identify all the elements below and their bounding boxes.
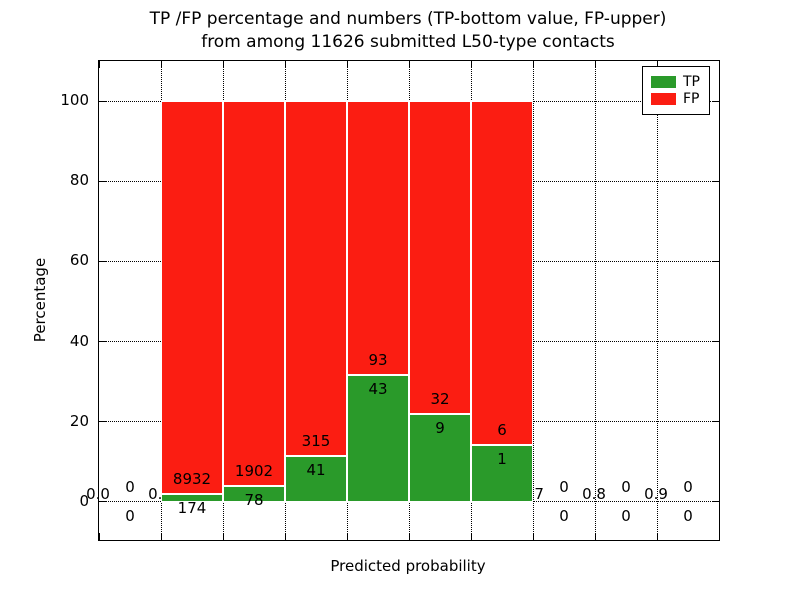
bar-segment-tp bbox=[347, 375, 409, 502]
x-tick-mark bbox=[532, 533, 534, 540]
x-tick-mark-top bbox=[594, 61, 596, 68]
y-tick-mark-right bbox=[712, 260, 719, 262]
grid-line-vertical bbox=[656, 61, 658, 540]
fp-count-label: 0 bbox=[683, 477, 693, 496]
fp-legend-label: FP bbox=[683, 91, 700, 107]
x-tick-mark bbox=[222, 533, 224, 540]
bar-segment-fp bbox=[161, 101, 223, 495]
plot-area: 0 0 8932 174 1902 78 315 41 93 43 32 9 6 1 0 0 0 0 0 0 bbox=[98, 60, 720, 541]
grid-line-vertical bbox=[532, 61, 534, 540]
bar-segment-tp bbox=[471, 444, 533, 502]
x-tick-mark bbox=[408, 533, 410, 540]
y-tick-mark bbox=[99, 341, 106, 343]
tp-count-label: 43 bbox=[368, 380, 388, 399]
bar-segment-tp bbox=[409, 413, 471, 502]
bar-segment-tp bbox=[285, 455, 347, 502]
bar-segment-fp bbox=[285, 101, 347, 456]
y-tick-label: 40 bbox=[69, 331, 89, 350]
x-tick-mark-top bbox=[532, 61, 534, 68]
y-tick-mark-right bbox=[712, 180, 719, 182]
y-tick-mark bbox=[99, 501, 106, 503]
x-tick-mark-top bbox=[408, 61, 410, 68]
x-tick-mark bbox=[656, 533, 658, 540]
x-tick-mark-top bbox=[160, 61, 162, 68]
bar-segment-fp bbox=[223, 101, 285, 487]
tp-legend-swatch bbox=[651, 76, 676, 88]
x-tick-mark bbox=[284, 533, 286, 540]
y-axis-label: Percentage bbox=[31, 257, 49, 343]
x-tick-mark-top bbox=[98, 61, 100, 68]
tp-count-label: 0 bbox=[125, 506, 135, 525]
y-tick-mark bbox=[99, 260, 106, 262]
tp-count-label: 174 bbox=[177, 499, 207, 518]
tp-count-label: 1 bbox=[497, 449, 507, 468]
y-tick-label: 80 bbox=[69, 171, 89, 190]
fp-count-label: 0 bbox=[621, 477, 631, 496]
legend-item-fp: FP bbox=[651, 91, 700, 107]
y-tick-mark-right bbox=[712, 100, 719, 102]
fp-count-label: 32 bbox=[430, 389, 450, 408]
bar-segment-fp bbox=[409, 101, 471, 414]
tp-legend-label: TP bbox=[683, 74, 700, 90]
tp-count-label: 41 bbox=[306, 460, 326, 479]
y-tick-mark bbox=[99, 100, 106, 102]
y-tick-label: 60 bbox=[69, 251, 89, 270]
y-tick-label: 100 bbox=[60, 91, 89, 110]
grid-line-vertical bbox=[594, 61, 596, 540]
x-tick-mark-top bbox=[470, 61, 472, 68]
bar-segment-fp bbox=[471, 101, 533, 445]
fp-legend-swatch bbox=[651, 93, 676, 105]
tp-count-label: 0 bbox=[621, 506, 631, 525]
x-axis-label: Predicted probability bbox=[330, 557, 486, 575]
chart-title-line2: from among 11626 submitted L50-type cont… bbox=[201, 32, 615, 52]
chart-title-line1: TP /FP percentage and numbers (TP-bottom… bbox=[149, 9, 667, 29]
y-tick-mark-right bbox=[712, 501, 719, 503]
fp-count-label: 0 bbox=[559, 477, 569, 496]
bar-segment-tp bbox=[161, 494, 223, 502]
fp-count-label: 6 bbox=[497, 420, 507, 439]
fp-count-label: 315 bbox=[301, 431, 331, 450]
x-tick-label: 0.8 bbox=[582, 485, 606, 503]
x-tick-mark bbox=[98, 533, 100, 540]
y-tick-mark-right bbox=[712, 421, 719, 423]
fp-count-label: 1902 bbox=[234, 462, 274, 481]
fp-count-label: 0 bbox=[125, 477, 135, 496]
x-tick-mark bbox=[160, 533, 162, 540]
legend-item-tp: TP bbox=[651, 74, 700, 90]
x-tick-mark-top bbox=[656, 61, 658, 68]
tp-count-label: 0 bbox=[683, 506, 693, 525]
x-tick-label: 0.9 bbox=[644, 485, 668, 503]
y-tick-mark-right bbox=[712, 341, 719, 343]
x-tick-mark bbox=[594, 533, 596, 540]
x-tick-mark bbox=[346, 533, 348, 540]
fp-count-label: 93 bbox=[368, 351, 388, 370]
y-tick-mark bbox=[99, 180, 106, 182]
bar-segment-fp bbox=[347, 101, 409, 376]
chart-title: TP /FP percentage and numbers (TP-bottom… bbox=[98, 8, 718, 54]
tp-count-label: 9 bbox=[435, 418, 445, 437]
bar-segment-tp bbox=[223, 486, 285, 502]
legend: TP FP bbox=[642, 66, 710, 115]
tp-count-label: 0 bbox=[559, 506, 569, 525]
y-tick-label: 0 bbox=[79, 491, 89, 510]
tp-count-label: 78 bbox=[244, 491, 264, 510]
x-tick-label: 0.0 bbox=[86, 485, 110, 503]
y-tick-mark bbox=[99, 421, 106, 423]
x-tick-mark-top bbox=[222, 61, 224, 68]
fp-count-label: 8932 bbox=[172, 470, 212, 489]
y-tick-label: 20 bbox=[69, 411, 89, 430]
x-tick-mark-top bbox=[346, 61, 348, 68]
x-tick-mark bbox=[470, 533, 472, 540]
x-tick-mark-top bbox=[284, 61, 286, 68]
